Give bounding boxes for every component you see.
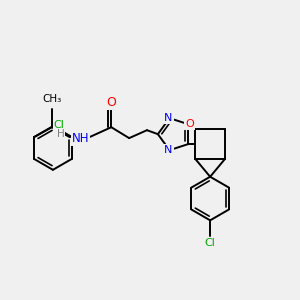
Text: N: N — [164, 113, 173, 123]
Text: NH: NH — [72, 132, 89, 145]
Text: O: O — [185, 119, 194, 129]
Text: CH₃: CH₃ — [42, 94, 62, 104]
Text: N: N — [164, 145, 173, 155]
Text: O: O — [106, 96, 116, 109]
Text: H: H — [57, 129, 65, 139]
Text: Cl: Cl — [53, 120, 64, 130]
Text: Cl: Cl — [205, 238, 216, 248]
